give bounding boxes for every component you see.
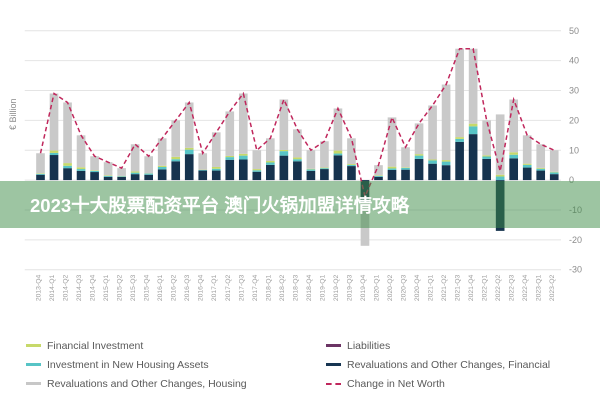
svg-text:2019-Q2: 2019-Q2 [333, 274, 340, 301]
svg-text:-20: -20 [569, 235, 582, 245]
svg-text:2017-Q1: 2017-Q1 [211, 274, 218, 301]
svg-text:2022-Q2: 2022-Q2 [495, 274, 502, 301]
svg-text:50: 50 [569, 26, 579, 36]
svg-text:2014-Q1: 2014-Q1 [49, 274, 56, 301]
svg-text:2014-Q4: 2014-Q4 [90, 274, 97, 301]
svg-text:2016-Q2: 2016-Q2 [171, 274, 178, 301]
svg-text:2021-Q4: 2021-Q4 [468, 274, 475, 301]
svg-text:2015-Q1: 2015-Q1 [103, 274, 110, 301]
svg-text:2014-Q2: 2014-Q2 [63, 274, 70, 301]
svg-text:10: 10 [569, 145, 579, 155]
svg-text:2017-Q2: 2017-Q2 [225, 274, 232, 301]
svg-text:2016-Q4: 2016-Q4 [198, 274, 205, 301]
svg-text:2019-Q1: 2019-Q1 [319, 274, 326, 301]
svg-text:2016-Q3: 2016-Q3 [184, 274, 191, 301]
svg-text:2020-Q3: 2020-Q3 [401, 274, 408, 301]
svg-text:2020-Q1: 2020-Q1 [373, 274, 380, 301]
svg-text:2021-Q2: 2021-Q2 [441, 274, 448, 301]
svg-text:2022-Q3: 2022-Q3 [509, 274, 516, 301]
svg-text:2015-Q2: 2015-Q2 [117, 274, 124, 301]
svg-text:2020-Q2: 2020-Q2 [387, 274, 394, 301]
svg-text:-30: -30 [569, 265, 582, 275]
svg-text:40: 40 [569, 56, 579, 66]
svg-text:2015-Q3: 2015-Q3 [130, 274, 137, 301]
svg-text:2021-Q3: 2021-Q3 [455, 274, 462, 301]
svg-text:2019-Q4: 2019-Q4 [360, 274, 367, 301]
svg-text:2022-Q4: 2022-Q4 [522, 274, 529, 301]
svg-text:2020-Q4: 2020-Q4 [414, 274, 421, 301]
svg-text:2017-Q3: 2017-Q3 [238, 274, 245, 301]
svg-text:2013-Q4: 2013-Q4 [36, 274, 43, 301]
svg-text:30: 30 [569, 86, 579, 96]
svg-text:2022-Q1: 2022-Q1 [482, 274, 489, 301]
svg-text:2018-Q2: 2018-Q2 [279, 274, 286, 301]
svg-text:2018-Q3: 2018-Q3 [292, 274, 299, 301]
svg-text:20: 20 [569, 115, 579, 125]
svg-text:2014-Q3: 2014-Q3 [76, 274, 83, 301]
svg-text:2017-Q4: 2017-Q4 [252, 274, 259, 301]
svg-text:2018-Q1: 2018-Q1 [265, 274, 272, 301]
svg-text:2023-Q1: 2023-Q1 [536, 274, 543, 301]
svg-text:2019-Q3: 2019-Q3 [346, 274, 353, 301]
svg-text:2018-Q4: 2018-Q4 [306, 274, 313, 301]
svg-text:2015-Q4: 2015-Q4 [144, 274, 151, 301]
svg-text:2023-Q2: 2023-Q2 [549, 274, 556, 301]
svg-text:2021-Q1: 2021-Q1 [428, 274, 435, 301]
svg-text:2016-Q1: 2016-Q1 [157, 274, 164, 301]
